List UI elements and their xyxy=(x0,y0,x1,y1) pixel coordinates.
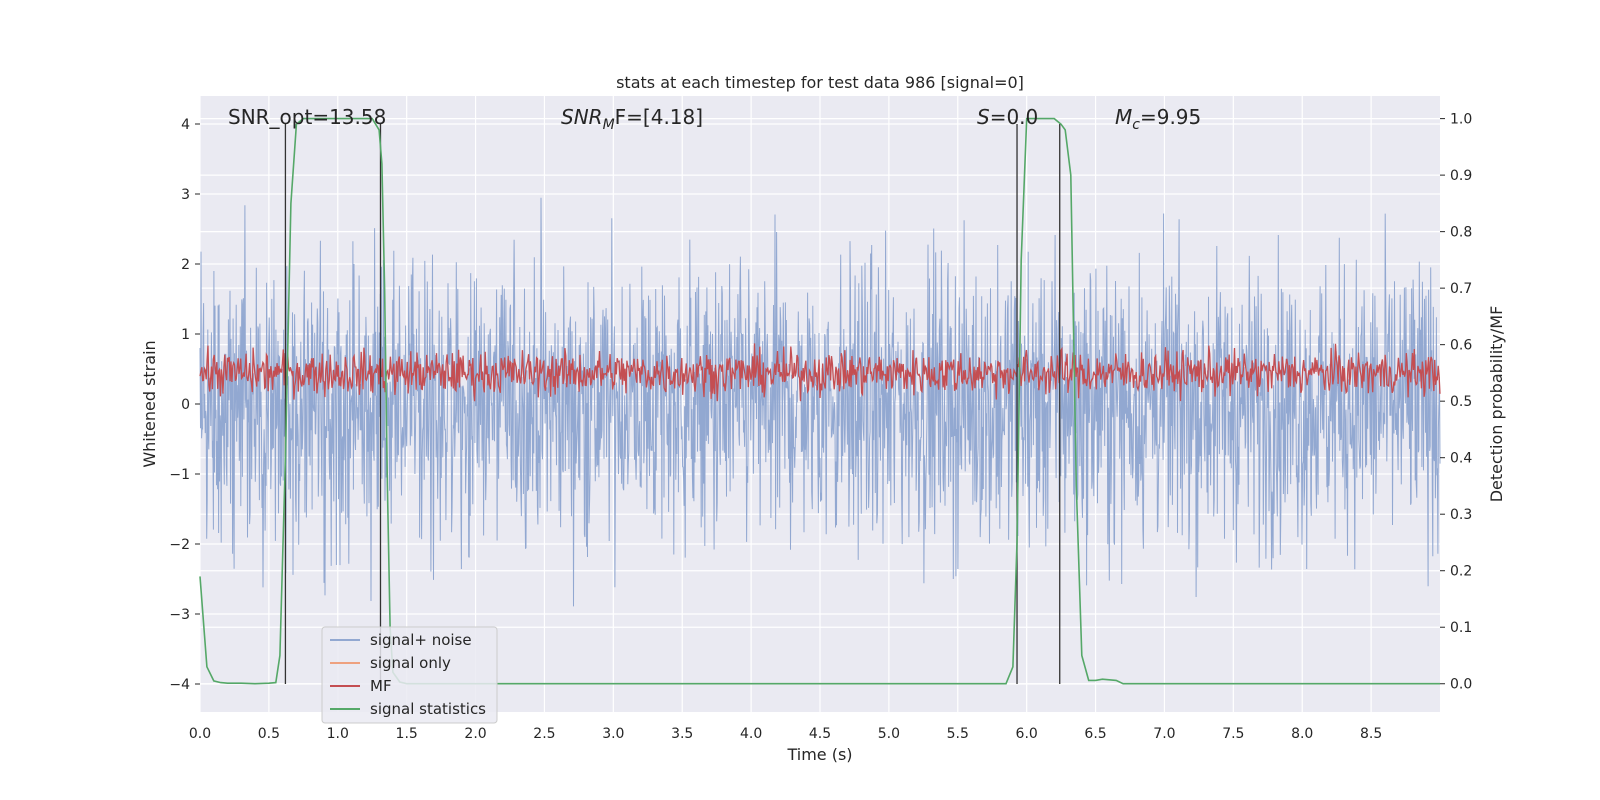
x-axis-label: Time (s) xyxy=(786,745,852,764)
x-tick-label: 2.5 xyxy=(533,726,555,742)
y-left-tick-label: −4 xyxy=(169,677,190,693)
y-right-tick-label: 0.6 xyxy=(1450,338,1472,354)
x-tick-label: 3.5 xyxy=(671,726,693,742)
x-tick-label: 8.0 xyxy=(1291,726,1313,742)
y-right-tick-label: 1.0 xyxy=(1450,112,1472,128)
y-right-tick-label: 0.4 xyxy=(1450,451,1472,467)
y-left-tick-label: −3 xyxy=(169,607,190,623)
x-tick-label: 1.5 xyxy=(396,726,418,742)
x-tick-label: 5.0 xyxy=(878,726,900,742)
y-right-tick-label: 0.0 xyxy=(1450,677,1472,693)
legend-label-signal-only: signal only xyxy=(370,654,451,672)
y-right-tick-label: 0.3 xyxy=(1450,507,1472,523)
legend: signal+ noise signal only MF signal stat… xyxy=(321,626,498,724)
y-left-axis-label: Whitened strain xyxy=(140,340,159,467)
signal-noise-series xyxy=(199,197,1441,607)
mf-line xyxy=(199,343,1441,402)
y-right-tick-label: 0.7 xyxy=(1450,281,1472,297)
mf-series xyxy=(199,343,1441,402)
legend-label-signal-noise: signal+ noise xyxy=(370,631,472,649)
y-right-tick-label: 0.9 xyxy=(1450,168,1472,184)
x-tick-label: 5.5 xyxy=(947,726,969,742)
annotation-mc: Mc=9.95 xyxy=(1115,105,1201,133)
y-left-tick-label: 2 xyxy=(181,257,190,273)
y-right-tick-label: 0.5 xyxy=(1450,394,1472,410)
y-right-tick-label: 0.1 xyxy=(1450,620,1472,636)
y-left-tick-label: 0 xyxy=(181,397,190,413)
x-tick-label: 8.5 xyxy=(1360,726,1382,742)
y-left-tick-label: −2 xyxy=(169,537,190,553)
y-right-axis-ticks: 0.0 0.1 0.2 0.3 0.4 0.5 0.6 0.7 0.8 0.9 1.0 xyxy=(1440,112,1472,693)
x-axis-ticks: 0.0 0.5 1.0 1.5 2.0 2.5 3.0 3.5 4.0 4.5 5.0 5.5 6.0 6… xyxy=(189,726,1382,742)
chart-title: stats at each timestep for test data 986… xyxy=(616,73,1024,92)
x-tick-label: 2.0 xyxy=(464,726,486,742)
annotation-snr-mf: SNRMF=[4.18] xyxy=(561,105,703,133)
x-tick-label: 0.0 xyxy=(189,726,211,742)
annotation-s: S=0.0 xyxy=(977,105,1038,129)
x-tick-label: 4.5 xyxy=(809,726,831,742)
y-left-tick-label: 3 xyxy=(181,187,190,203)
x-tick-label: 0.5 xyxy=(258,726,280,742)
y-left-tick-label: 1 xyxy=(181,327,190,343)
legend-label-signal-statistics: signal statistics xyxy=(370,700,486,718)
annotation-snr-opt: SNR_opt=13.58 xyxy=(228,105,386,129)
x-tick-label: 7.5 xyxy=(1222,726,1244,742)
x-tick-label: 6.5 xyxy=(1084,726,1106,742)
legend-box xyxy=(321,626,498,724)
x-tick-label: 3.0 xyxy=(602,726,624,742)
x-tick-label: 7.0 xyxy=(1153,726,1175,742)
y-right-tick-label: 0.2 xyxy=(1450,564,1472,580)
x-tick-label: 6.0 xyxy=(1016,726,1038,742)
x-tick-label: 1.0 xyxy=(327,726,349,742)
legend-label-mf: MF xyxy=(370,677,392,695)
y-left-tick-label: 4 xyxy=(181,117,190,133)
y-right-tick-label: 0.8 xyxy=(1450,225,1472,241)
signal-noise-line xyxy=(199,197,1441,607)
y-left-tick-label: −1 xyxy=(169,467,190,483)
y-right-axis-label: Detection probability/MF xyxy=(1487,306,1506,503)
y-left-axis-ticks: −4 −3 −2 −1 0 1 2 3 4 xyxy=(169,117,200,693)
marker-lines xyxy=(284,124,1061,684)
x-tick-label: 4.0 xyxy=(740,726,762,742)
